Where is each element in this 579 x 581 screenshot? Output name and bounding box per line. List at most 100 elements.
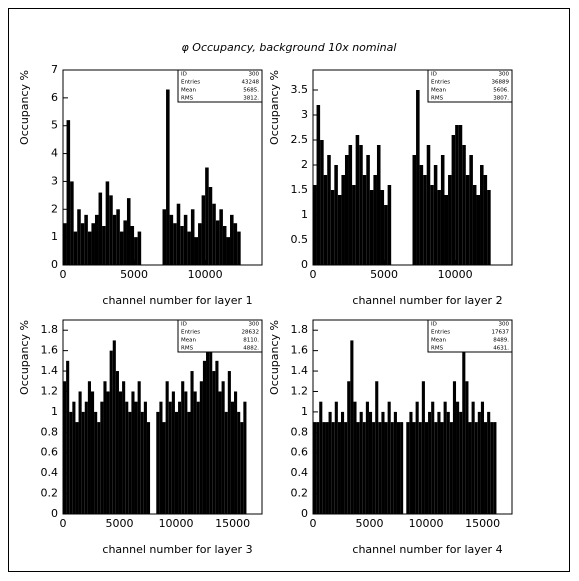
stats-label: ID (181, 322, 187, 328)
histogram-bar (384, 422, 388, 514)
histogram-bar (353, 401, 357, 514)
histogram-bar (128, 411, 132, 514)
page-title: φ Occupancy, background 10x nominal (182, 41, 397, 54)
stats-box (177, 69, 263, 103)
histogram-bar (350, 340, 354, 514)
stats-value: 5606. (493, 88, 509, 94)
y-axis-label: Occupancy % (268, 70, 281, 145)
y-tick-label: 1.2 (41, 384, 59, 397)
histogram-bar (156, 411, 160, 514)
y-tick-label: 1 (301, 405, 308, 418)
histogram-bar (187, 231, 191, 265)
histogram-bar (316, 422, 320, 514)
histogram-bar (327, 155, 331, 265)
histogram-bar (419, 165, 424, 265)
histogram-bar (449, 422, 453, 514)
histogram-bar (91, 223, 95, 265)
y-axis-label: Occupancy % (18, 320, 31, 395)
x-axis-label: channel number for layer 3 (102, 543, 252, 556)
histogram-bar (109, 350, 113, 514)
histogram-bar (322, 422, 326, 514)
stats-value: 4882. (243, 346, 259, 352)
histogram-bar (390, 422, 394, 514)
histogram-bar (70, 181, 74, 265)
y-axis-label: Occupancy % (18, 70, 31, 145)
histogram-bar (180, 226, 184, 265)
histogram-bar (125, 401, 129, 514)
histogram-bar (66, 360, 70, 514)
x-axis-label: channel number for layer 2 (352, 294, 502, 307)
histogram-bar (194, 237, 199, 265)
histogram-bar (437, 190, 441, 265)
histogram-bar (430, 185, 434, 265)
y-tick-label: 0.2 (41, 487, 59, 500)
histogram-bar (171, 391, 175, 514)
histogram-bar (123, 220, 127, 265)
histogram-bar (319, 401, 323, 514)
histogram-bar (169, 214, 174, 265)
histogram-bar (215, 220, 220, 265)
histogram-bar (409, 411, 413, 514)
histogram-bar (165, 381, 169, 514)
stats-value: 300 (499, 322, 510, 328)
histogram-bar (187, 411, 191, 514)
histogram-bar (134, 237, 138, 265)
y-tick-label: 0 (301, 507, 308, 520)
histogram-bar (334, 401, 338, 514)
histogram-bar (69, 411, 73, 514)
histogram-bar (416, 90, 420, 265)
y-tick-label: 2 (301, 158, 308, 171)
histogram-bar (162, 209, 167, 265)
histogram-bar (196, 401, 200, 514)
histogram-bar (143, 401, 147, 514)
histogram-bar (222, 226, 227, 265)
y-tick-label: 1 (51, 230, 58, 243)
histogram-bar (112, 214, 117, 265)
histogram-bar (393, 411, 397, 514)
histogram-bar (73, 231, 78, 265)
histogram-bar (134, 401, 138, 514)
histogram-bar (480, 165, 484, 265)
histogram-bar (100, 401, 104, 514)
y-tick-label: 2 (51, 202, 58, 215)
histogram-bar (406, 422, 410, 514)
histogram-bar (359, 145, 363, 265)
x-tick-label: 15000 (215, 517, 250, 530)
histogram-bar (384, 205, 388, 265)
histogram-bar (212, 203, 216, 265)
histogram-bar (337, 195, 342, 265)
histogram-bar (431, 401, 435, 514)
histogram-bar (380, 190, 385, 265)
histogram-bar (472, 185, 477, 265)
histogram-bar (331, 422, 335, 514)
histogram-bar (230, 401, 235, 514)
histogram-bar (116, 209, 120, 265)
histogram-bar (323, 175, 328, 265)
histogram-bar (97, 422, 101, 514)
histogram-bar (226, 237, 231, 265)
histogram-bar (440, 422, 444, 514)
y-tick-label: 6 (51, 91, 58, 104)
histogram-bar (72, 401, 76, 514)
stats-value: 17637 (492, 330, 510, 336)
histogram-bar (84, 401, 88, 514)
histogram-bar (368, 411, 373, 514)
x-tick-label: 0 (310, 268, 317, 281)
histogram-bar (456, 401, 460, 514)
y-tick-label: 3.5 (291, 83, 309, 96)
y-tick-label: 0.4 (41, 466, 59, 479)
y-tick-label: 5 (51, 119, 58, 132)
histogram-bar (224, 411, 228, 514)
histogram-bar (412, 422, 416, 514)
histogram-bar (173, 223, 177, 265)
stats-label: RMS (431, 346, 444, 352)
histogram-bar (94, 411, 98, 514)
stats-label: RMS (431, 96, 444, 102)
histogram-bar (202, 360, 207, 514)
stats-label: RMS (181, 96, 194, 102)
histogram-bar (446, 411, 450, 514)
histogram-bar (418, 422, 422, 514)
stats-box (427, 69, 513, 103)
histogram-bar (63, 381, 67, 514)
stats-value: 5685. (243, 88, 259, 94)
